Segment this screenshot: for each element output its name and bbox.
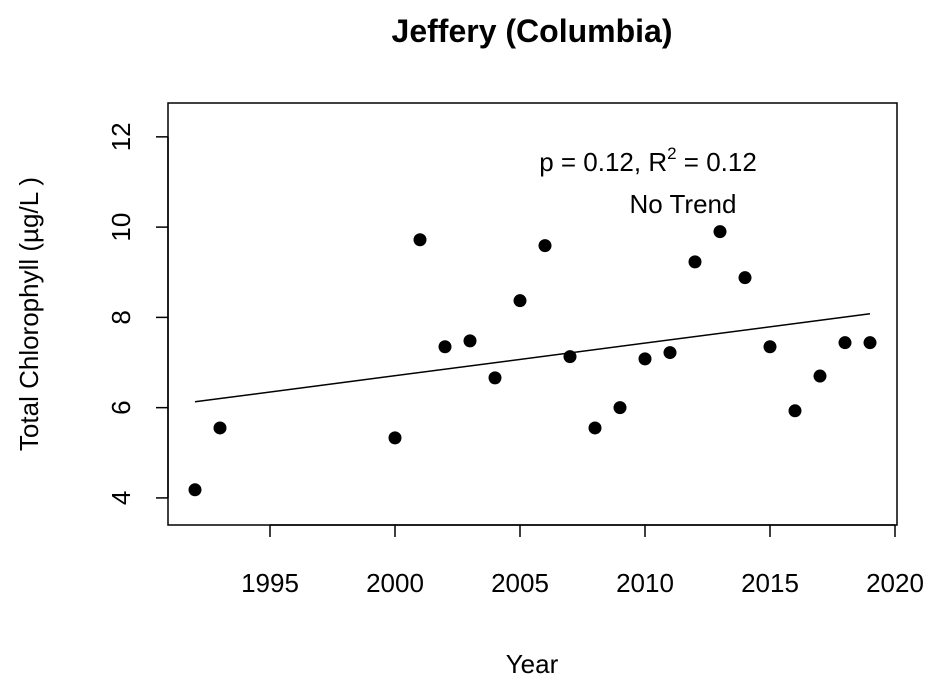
point <box>688 255 702 269</box>
x-tick-label: 2000 <box>366 568 424 598</box>
point <box>813 369 827 383</box>
point <box>213 421 227 435</box>
x-tick-label: 2015 <box>741 568 799 598</box>
point <box>438 340 452 354</box>
y-axis-label: Total Chlorophyll (µg/L ) <box>14 177 44 451</box>
point <box>863 336 877 350</box>
point <box>538 239 552 253</box>
y-tick-label: 12 <box>106 122 136 151</box>
x-tick-label: 2005 <box>491 568 549 598</box>
y-tick-label: 8 <box>106 310 136 324</box>
x-axis-label: Year <box>506 649 559 679</box>
point <box>838 336 852 350</box>
y-tick-label: 10 <box>106 213 136 242</box>
x-tick-label: 2020 <box>866 568 924 598</box>
point <box>638 352 652 366</box>
annotation: No Trend <box>630 189 737 219</box>
point <box>763 340 777 354</box>
point <box>663 346 677 360</box>
point <box>738 271 752 285</box>
point <box>588 421 602 435</box>
trend-line <box>194 313 871 403</box>
chart-title: Jeffery (Columbia) <box>392 13 673 49</box>
point <box>413 233 427 247</box>
point <box>463 334 477 348</box>
point <box>788 404 802 418</box>
x-tick-label: 1995 <box>241 568 299 598</box>
point <box>613 401 627 415</box>
annotation: p = 0.12, R2 = 0.12 <box>539 144 757 177</box>
x-tick-label: 2010 <box>616 568 674 598</box>
y-tick-label: 6 <box>106 400 136 414</box>
y-tick-label: 4 <box>106 491 136 505</box>
annotation-sup: 2 <box>667 144 676 163</box>
annotation-text: p = 0.12, R <box>539 147 667 177</box>
point <box>188 483 202 497</box>
point <box>713 225 727 239</box>
point <box>488 371 502 385</box>
point <box>388 431 402 445</box>
point <box>513 294 527 308</box>
annotation-text: = 0.12 <box>677 147 757 177</box>
plot-box <box>167 102 898 526</box>
